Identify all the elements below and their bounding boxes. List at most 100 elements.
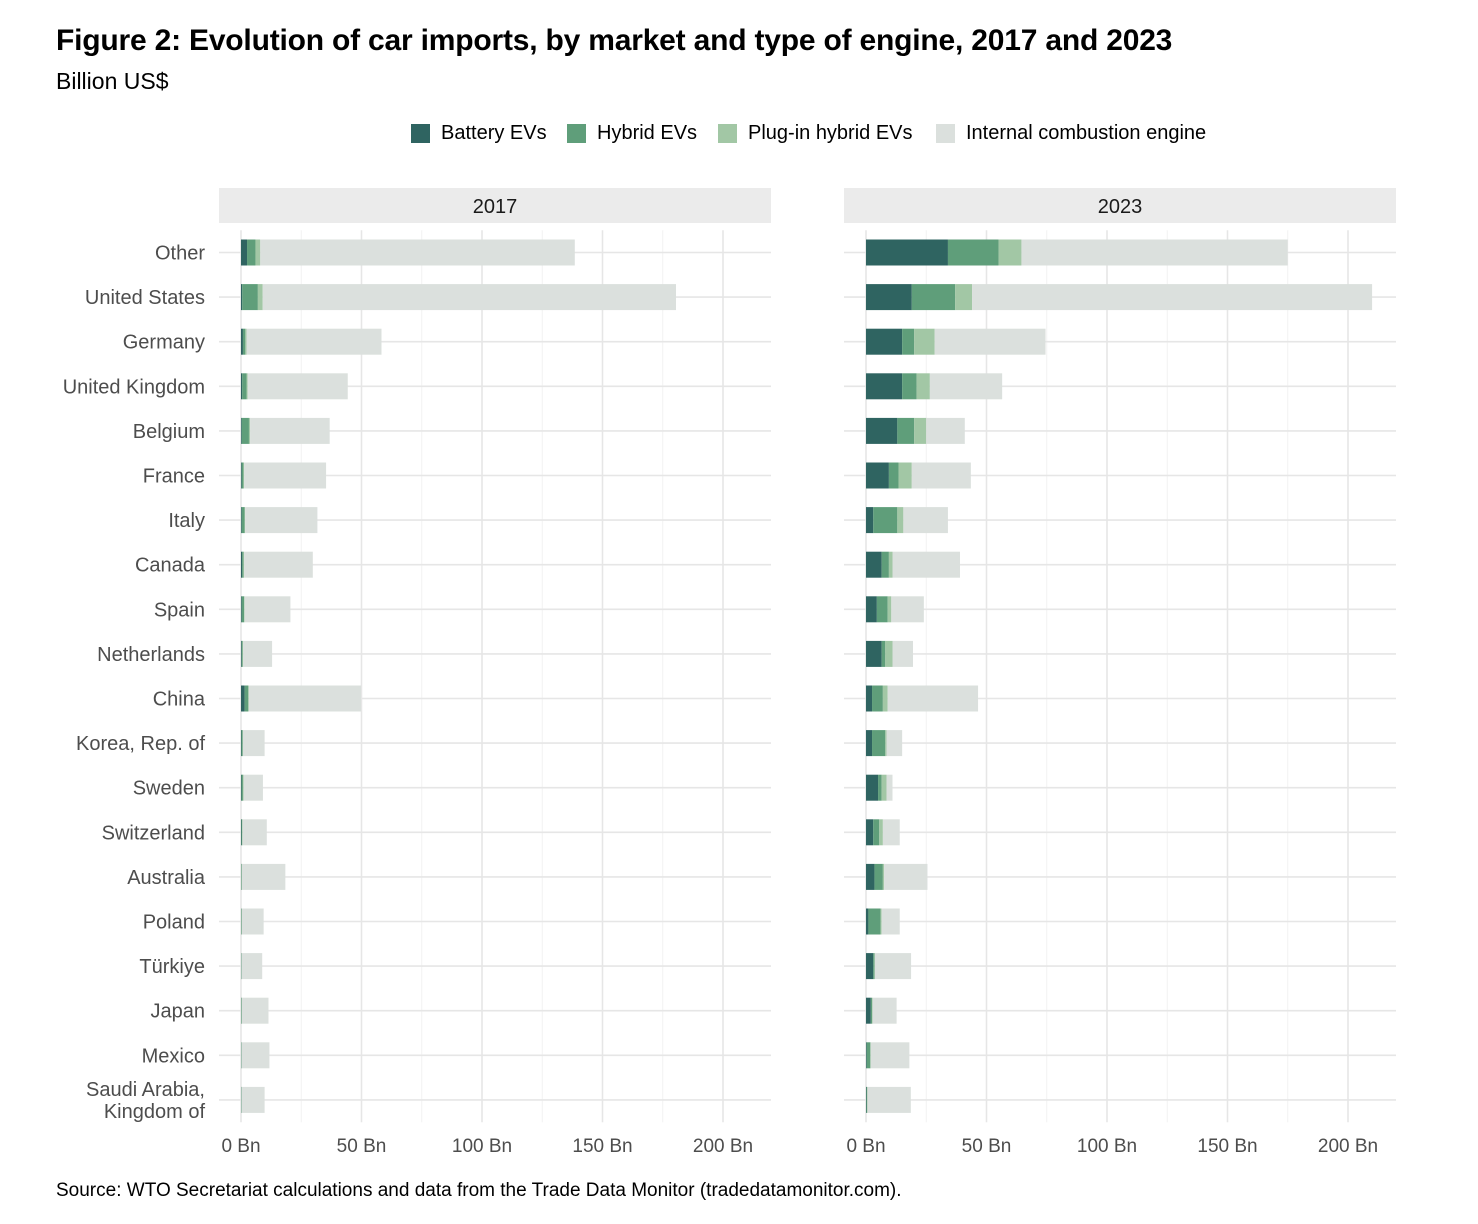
panel-2017-bar-germany-hybrid-evs — [242, 328, 246, 355]
legend-item-plugin-hybrid-evs: Plug-in hybrid EVs — [718, 120, 913, 146]
panel-2023-bar-china-internal-combustion-engine — [887, 685, 979, 712]
panel-2017-bar-canada-internal-combustion-engine — [244, 551, 313, 578]
panel-2023-bar-poland-hybrid-evs — [868, 908, 881, 935]
panel-2017-bar-mexico-internal-combustion-engine — [241, 1042, 270, 1069]
panel-2023-bar-united-states-battery-evs — [866, 284, 912, 311]
panel-2023-bar-spain-internal-combustion-engine — [891, 596, 924, 623]
panel-2023-bar-other-internal-combustion-engine — [1021, 239, 1288, 266]
panel-2023-bar-t-rkiye-internal-combustion-engine — [874, 953, 912, 980]
panel-2017-bar-poland-internal-combustion-engine — [241, 908, 264, 935]
panel-2023-bar-italy-internal-combustion-engine — [903, 507, 948, 534]
category-label: Poland — [143, 912, 205, 934]
legend-item-battery-evs: Battery EVs — [411, 120, 547, 146]
panel-2023-bar-korea-rep-of-plug-in-hybrid-evs — [885, 730, 887, 757]
category-label: Japan — [151, 1001, 206, 1023]
category-label: Belgium — [133, 421, 205, 443]
panel-2023-bar-mexico-battery-evs — [866, 1042, 867, 1069]
category-label: Netherlands — [97, 644, 205, 666]
panel-2023-bar-australia-hybrid-evs — [874, 863, 883, 890]
panel-2023-bar-japan-battery-evs — [866, 997, 871, 1024]
panel-2023-bar-sweden-battery-evs — [866, 774, 879, 801]
category-label: Australia — [127, 867, 206, 889]
category-label: Italy — [168, 510, 205, 532]
panel-2023-x-tick-label: 50 Bn — [962, 1136, 1012, 1157]
panel-2023-strip-label: 2023 — [1098, 196, 1143, 218]
panel-2023-bar-mexico-hybrid-evs — [866, 1042, 871, 1069]
panel-2023-bar-united-states-hybrid-evs — [911, 284, 956, 311]
panel-2023-bar-italy-battery-evs — [866, 507, 874, 534]
legend-label-battery-evs: Battery EVs — [441, 121, 547, 144]
panel-2017-bar-united-kingdom-hybrid-evs — [242, 373, 247, 400]
panel-2023-bar-t-rkiye-hybrid-evs — [873, 953, 875, 980]
panel-2023-bar-france-plug-in-hybrid-evs — [898, 462, 912, 489]
panel-2017-bar-china-internal-combustion-engine — [248, 685, 362, 712]
panel-2023-bar-china-hybrid-evs — [872, 685, 883, 712]
panel-2017-bar-belgium-hybrid-evs — [241, 417, 249, 444]
legend-swatch-hybrid-evs — [567, 123, 586, 143]
panel-2017-bar-united-states-battery-evs — [241, 284, 243, 311]
panel-2023-bar-switzerland-plug-in-hybrid-evs — [879, 819, 883, 846]
panel-2017-bar-netherlands-internal-combustion-engine — [243, 640, 273, 667]
panel-2023-bar-japan-internal-combustion-engine — [872, 997, 897, 1024]
panel-2017-bar-netherlands-battery-evs — [241, 640, 242, 667]
panel-2023-bar-china-plug-in-hybrid-evs — [882, 685, 888, 712]
panel-2017-bar-italy-internal-combustion-engine — [245, 507, 318, 534]
panel-2017-bar-japan-internal-combustion-engine — [241, 997, 269, 1024]
category-label: France — [143, 466, 205, 488]
panel-2017-bar-belgium-battery-evs — [241, 417, 242, 444]
panel-2023-bar-united-states-internal-combustion-engine — [972, 284, 1373, 311]
panel-2023-x-tick-label: 150 Bn — [1197, 1136, 1257, 1157]
panel-2017-bar-t-rkiye-internal-combustion-engine — [241, 953, 263, 980]
panel-2023-bar-other-hybrid-evs — [947, 239, 999, 266]
legend-label-ice: Internal combustion engine — [966, 121, 1207, 144]
panel-2023-bar-switzerland-hybrid-evs — [873, 819, 880, 846]
panel-2017-bar-korea-rep-of-internal-combustion-engine — [242, 730, 265, 757]
chart-subtitle: Billion US$ — [56, 68, 169, 94]
category-label: United States — [85, 287, 205, 309]
panel-2017-bar-switzerland-internal-combustion-engine — [242, 819, 267, 846]
category-label: Mexico — [142, 1045, 205, 1067]
panel-2017-bar-france-hybrid-evs — [241, 462, 244, 489]
panel-2017-bar-korea-rep-of-hybrid-evs — [241, 730, 243, 757]
panel-2023-bar-united-kingdom-plug-in-hybrid-evs — [916, 373, 930, 400]
panel-2023-bar-netherlands-hybrid-evs — [881, 640, 886, 667]
panel-2023-bar-poland-internal-combustion-engine — [881, 908, 900, 935]
legend: Battery EVs Hybrid EVs Plug-in hybrid EV… — [0, 120, 1478, 148]
panel-2023-bar-spain-hybrid-evs — [876, 596, 888, 623]
category-label: China — [153, 689, 206, 711]
panel-2023-bar-canada-battery-evs — [866, 551, 882, 578]
panel-2017-bar-sweden-internal-combustion-engine — [243, 774, 263, 801]
panel-2017-bar-china-plug-in-hybrid-evs — [248, 685, 249, 712]
panel-2023-bar-france-battery-evs — [866, 462, 889, 489]
panel-2023-bar-italy-plug-in-hybrid-evs — [897, 507, 904, 534]
panel-2023-bar-germany-hybrid-evs — [902, 328, 915, 355]
legend-swatch-ice — [936, 123, 955, 143]
panel-2023-bar-mexico-internal-combustion-engine — [870, 1042, 910, 1069]
panel-2023-bar-canada-internal-combustion-engine — [892, 551, 960, 578]
panel-2023-bar-sweden-internal-combustion-engine — [886, 774, 893, 801]
panel-2023-bar-switzerland-internal-combustion-engine — [882, 819, 900, 846]
panel-2017-bar-belgium-plug-in-hybrid-evs — [248, 417, 251, 444]
panel-2017-x-tick-label: 200 Bn — [693, 1136, 753, 1157]
panel-2017-bar-united-kingdom-internal-combustion-engine — [247, 373, 348, 400]
panel-2023-bar-korea-rep-of-battery-evs — [866, 730, 873, 757]
panel-2017-bar-sweden-plug-in-hybrid-evs — [242, 774, 244, 801]
panel-2017-bar-netherlands-plug-in-hybrid-evs — [242, 640, 244, 667]
legend-swatch-battery-evs — [411, 123, 430, 143]
panel-2017-bar-italy-battery-evs — [241, 507, 242, 534]
source-note: Source: WTO Secretariat calculations and… — [56, 1180, 902, 1201]
panel-2017-bar-united-states-plug-in-hybrid-evs — [257, 284, 263, 311]
panel-2017-bar-united-kingdom-plug-in-hybrid-evs — [246, 373, 248, 400]
panel-2023-bar-netherlands-plug-in-hybrid-evs — [885, 640, 893, 667]
category-label-line: Saudi Arabia, — [86, 1079, 205, 1101]
category-label: Sweden — [133, 778, 205, 800]
category-label: Spain — [154, 599, 205, 621]
panel-2023-bar-italy-hybrid-evs — [873, 507, 898, 534]
panel-2017-bar-saudi-arabia-kingdom-of-internal-combustion-engine — [241, 1086, 265, 1113]
panel-2023-bar-poland-plug-in-hybrid-evs — [880, 908, 882, 935]
panel-2017-bar-netherlands-hybrid-evs — [241, 640, 243, 667]
panel-2023-bar-japan-hybrid-evs — [870, 997, 873, 1024]
category-label: Germany — [123, 332, 205, 354]
panel-2017-strip-label: 2017 — [473, 196, 518, 218]
